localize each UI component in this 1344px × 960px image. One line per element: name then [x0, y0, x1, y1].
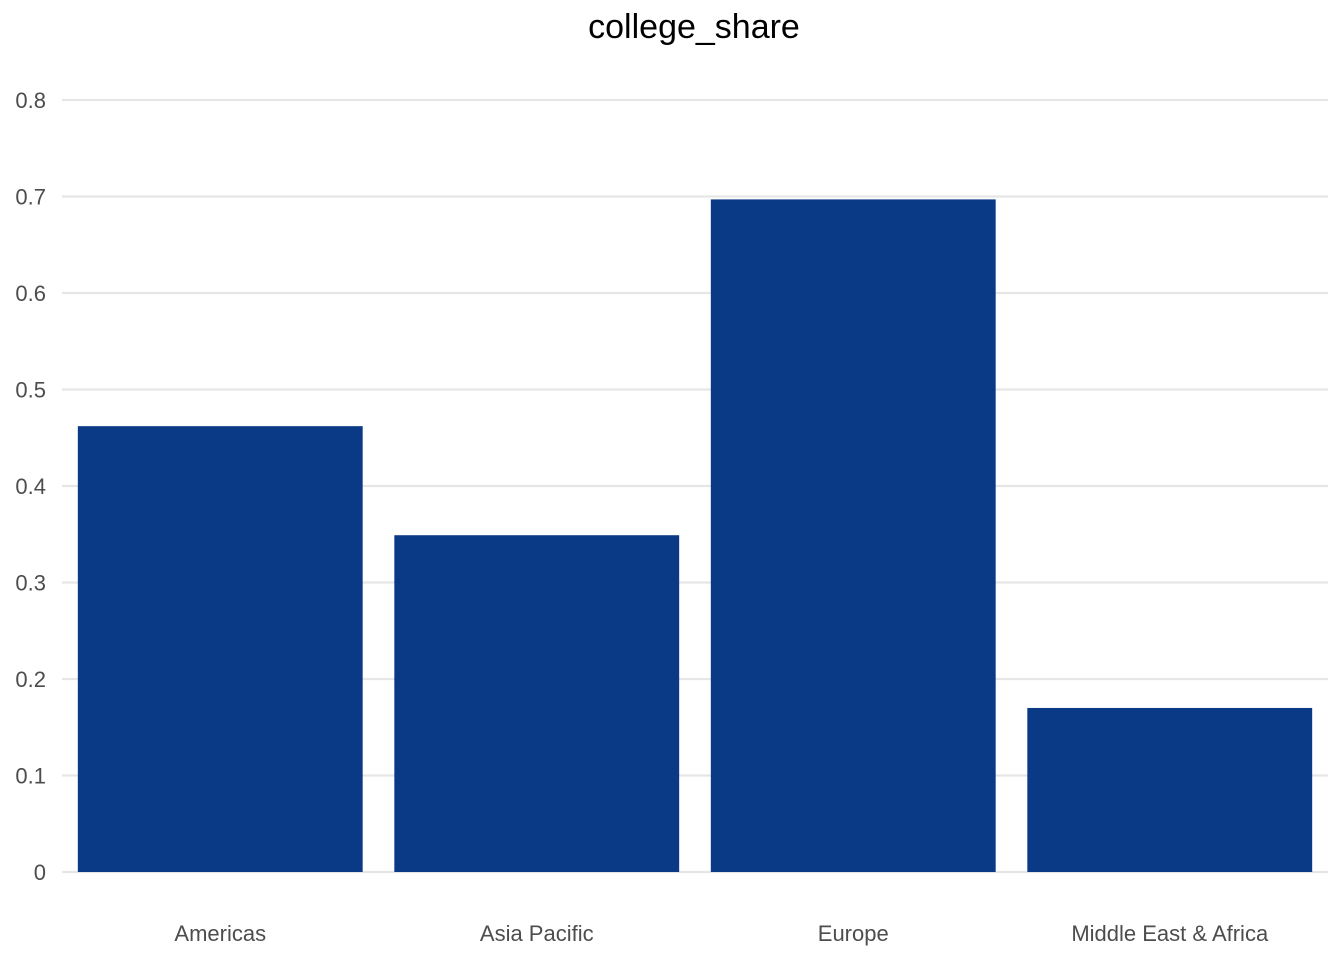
- x-tick-label: Middle East & Africa: [1071, 921, 1269, 946]
- y-tick-label: 0.3: [15, 571, 46, 596]
- y-tick-label: 0.1: [15, 764, 46, 789]
- bar-americas: [77, 426, 363, 872]
- x-tick-label: Asia Pacific: [480, 921, 594, 946]
- y-tick-label: 0.5: [15, 378, 46, 403]
- y-tick-label: 0.8: [15, 88, 46, 113]
- y-tick-label: 0.2: [15, 667, 46, 692]
- y-axis-ticks: 0 0.1 0.2 0.3 0.4 0.5 0.6 0.7 0.8: [15, 88, 46, 885]
- bar-europe: [710, 199, 996, 872]
- x-axis-ticks: Americas Asia Pacific Europe Middle East & …: [174, 921, 1269, 946]
- y-tick-label: 0: [34, 860, 46, 885]
- bars: [77, 199, 1313, 872]
- x-tick-label: Europe: [818, 921, 889, 946]
- bar-middle-east-africa: [1027, 707, 1313, 872]
- y-tick-label: 0.4: [15, 474, 46, 499]
- x-tick-label: Americas: [174, 921, 266, 946]
- chart-title: college_share: [588, 8, 800, 46]
- y-tick-label: 0.6: [15, 281, 46, 306]
- y-tick-label: 0.7: [15, 185, 46, 210]
- bar-asia-pacific: [394, 535, 680, 872]
